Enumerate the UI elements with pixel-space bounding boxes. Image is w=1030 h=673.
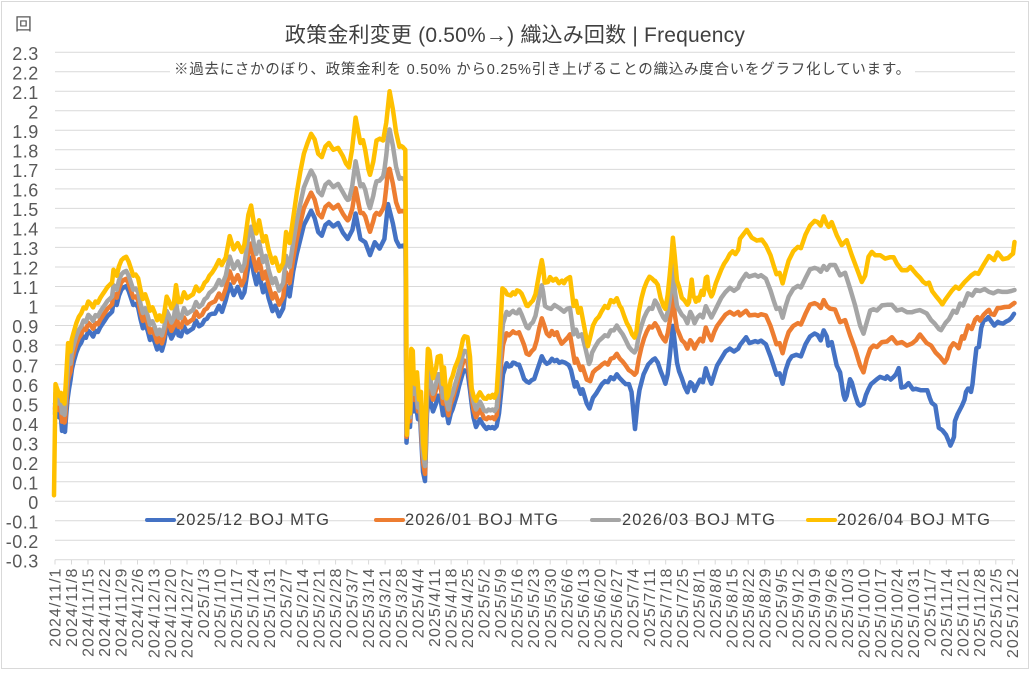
svg-text:2024/12/20: 2024/12/20 xyxy=(163,568,180,659)
svg-text:2.1: 2.1 xyxy=(12,83,39,103)
svg-text:2025/7/25: 2025/7/25 xyxy=(675,568,692,649)
svg-text:2: 2 xyxy=(28,103,39,123)
svg-text:2025/11/14: 2025/11/14 xyxy=(939,568,956,657)
svg-text:1.3: 1.3 xyxy=(12,239,39,259)
svg-text:2024/12/27: 2024/12/27 xyxy=(180,568,197,659)
svg-text:2025/9/5: 2025/9/5 xyxy=(774,568,791,639)
svg-text:1.5: 1.5 xyxy=(12,200,39,220)
svg-text:0.9: 0.9 xyxy=(12,317,39,337)
svg-text:2025/3/14: 2025/3/14 xyxy=(361,568,378,649)
svg-text:0.7: 0.7 xyxy=(12,356,39,376)
svg-text:2025/1/31: 2025/1/31 xyxy=(262,568,279,649)
svg-text:1.7: 1.7 xyxy=(12,161,39,181)
svg-text:2.3: 2.3 xyxy=(12,44,39,64)
svg-text:2025/3/21: 2025/3/21 xyxy=(378,568,395,649)
svg-text:2025/11/7: 2025/11/7 xyxy=(922,568,939,647)
svg-text:-0.2: -0.2 xyxy=(6,532,39,552)
svg-text:0.1: 0.1 xyxy=(12,473,39,493)
svg-text:2024/11/22: 2024/11/22 xyxy=(97,568,114,657)
svg-text:0.4: 0.4 xyxy=(12,415,39,435)
svg-text:0.5: 0.5 xyxy=(12,395,39,415)
svg-text:-0.1: -0.1 xyxy=(6,512,39,532)
svg-text:-0.3: -0.3 xyxy=(6,552,39,572)
svg-text:2024/12/13: 2024/12/13 xyxy=(147,568,164,659)
svg-text:2025/7/11: 2025/7/11 xyxy=(642,568,659,647)
svg-text:2025/2/28: 2025/2/28 xyxy=(328,568,345,649)
svg-text:2025/2/7: 2025/2/7 xyxy=(279,568,296,639)
svg-text:2025/3/28: 2025/3/28 xyxy=(394,568,411,649)
svg-text:2025/7/4: 2025/7/4 xyxy=(625,568,642,639)
svg-text:0.6: 0.6 xyxy=(12,376,39,396)
svg-text:2025/8/15: 2025/8/15 xyxy=(724,568,741,649)
svg-text:2024/11/15: 2024/11/15 xyxy=(81,568,98,657)
svg-text:2025/6/13: 2025/6/13 xyxy=(576,568,593,649)
svg-text:0.2: 0.2 xyxy=(12,454,39,474)
svg-text:2025/4/4: 2025/4/4 xyxy=(411,568,428,639)
svg-text:2025/9/12: 2025/9/12 xyxy=(790,568,807,649)
svg-text:2025/9/26: 2025/9/26 xyxy=(823,568,840,649)
svg-text:2025/10/17: 2025/10/17 xyxy=(873,568,890,659)
svg-text:2025/10/10: 2025/10/10 xyxy=(856,568,873,659)
svg-text:2025/1/17: 2025/1/17 xyxy=(229,568,246,649)
svg-text:2.2: 2.2 xyxy=(12,64,39,84)
svg-text:1: 1 xyxy=(28,298,39,318)
svg-text:1.1: 1.1 xyxy=(12,278,39,298)
svg-text:2025/2/14: 2025/2/14 xyxy=(295,568,312,649)
svg-text:2025/8/8: 2025/8/8 xyxy=(708,568,725,639)
svg-text:2025/5/9: 2025/5/9 xyxy=(493,568,510,639)
svg-text:2024/11/8: 2024/11/8 xyxy=(64,568,81,647)
svg-text:2024/11/1: 2024/11/1 xyxy=(48,568,65,647)
svg-text:2025/5/16: 2025/5/16 xyxy=(510,568,527,649)
svg-text:2025/1/24: 2025/1/24 xyxy=(246,568,263,649)
svg-text:2025/5/30: 2025/5/30 xyxy=(543,568,560,649)
svg-text:2025/1/10: 2025/1/10 xyxy=(213,568,230,649)
svg-text:2025/6/27: 2025/6/27 xyxy=(609,568,626,649)
svg-text:0.8: 0.8 xyxy=(12,337,39,357)
svg-text:2025/1/3: 2025/1/3 xyxy=(196,568,213,639)
svg-text:2025/7/18: 2025/7/18 xyxy=(658,568,675,649)
svg-text:0.3: 0.3 xyxy=(12,434,39,454)
svg-text:2024/11/29: 2024/11/29 xyxy=(114,568,131,657)
svg-text:1.8: 1.8 xyxy=(12,142,39,162)
svg-text:1.9: 1.9 xyxy=(12,122,39,142)
svg-text:2025/9/19: 2025/9/19 xyxy=(807,568,824,649)
svg-text:2025/2/21: 2025/2/21 xyxy=(312,568,329,649)
svg-text:1.2: 1.2 xyxy=(12,259,39,279)
svg-text:2025/5/2: 2025/5/2 xyxy=(477,568,494,639)
svg-text:0: 0 xyxy=(28,493,39,513)
svg-text:2025/8/1: 2025/8/1 xyxy=(691,568,708,639)
svg-text:2025/11/28: 2025/11/28 xyxy=(972,568,989,657)
svg-text:2025/4/11: 2025/4/11 xyxy=(427,568,444,647)
svg-text:2025/6/20: 2025/6/20 xyxy=(592,568,609,649)
svg-text:2025/10/31: 2025/10/31 xyxy=(906,568,923,659)
svg-text:2025/4/18: 2025/4/18 xyxy=(444,568,461,649)
svg-text:1.4: 1.4 xyxy=(12,220,39,240)
svg-text:2025/5/23: 2025/5/23 xyxy=(526,568,543,649)
svg-text:2025/10/3: 2025/10/3 xyxy=(840,568,857,649)
svg-text:2025/11/21: 2025/11/21 xyxy=(955,568,972,657)
svg-text:2025/10/24: 2025/10/24 xyxy=(889,568,906,659)
svg-text:1.6: 1.6 xyxy=(12,181,39,201)
svg-text:2025/6/6: 2025/6/6 xyxy=(559,568,576,639)
svg-text:2025/8/29: 2025/8/29 xyxy=(757,568,774,649)
svg-text:2025/12/5: 2025/12/5 xyxy=(988,568,1005,649)
svg-text:2025/3/7: 2025/3/7 xyxy=(345,568,362,639)
svg-text:2025/4/25: 2025/4/25 xyxy=(460,568,477,649)
svg-text:2025/12/12: 2025/12/12 xyxy=(1005,568,1022,659)
svg-text:2024/12/6: 2024/12/6 xyxy=(130,568,147,649)
svg-text:2025/8/22: 2025/8/22 xyxy=(741,568,758,649)
